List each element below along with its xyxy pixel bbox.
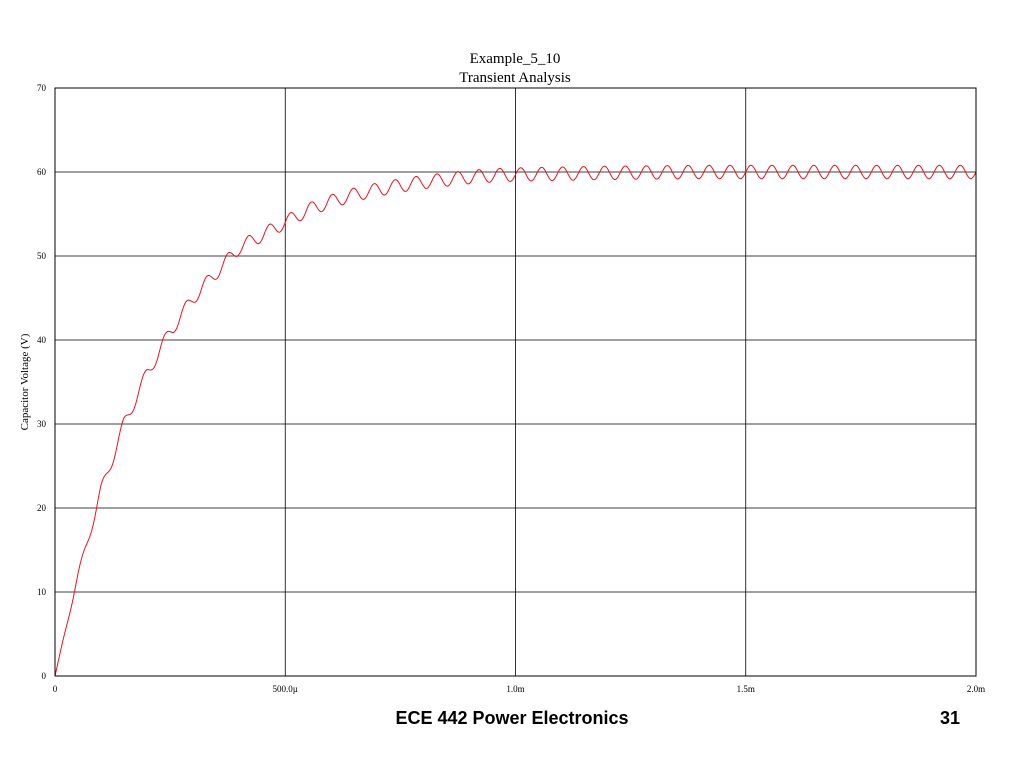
grid bbox=[55, 88, 976, 676]
plot-frame bbox=[54, 87, 977, 677]
y-tick-label: 40 bbox=[37, 335, 47, 345]
footer-page-number: 31 bbox=[940, 708, 960, 728]
chart-title: Example_5_10 bbox=[470, 51, 561, 67]
x-tick-label: 0 bbox=[53, 684, 58, 694]
y-axis-label: Capacitor Voltage (V) bbox=[19, 333, 31, 430]
y-tick-label: 10 bbox=[37, 587, 47, 597]
series-layer bbox=[54, 164, 977, 677]
x-tick-label: 2.0m bbox=[967, 684, 985, 694]
series-line bbox=[54, 164, 977, 677]
x-tick-label: 500.0µ bbox=[273, 684, 298, 694]
tick-labels: 0 10 20 30 40 50 60 70 0 500.0µ 1.0m 1.5m 2.0m bbox=[37, 83, 985, 694]
y-tick-label: 70 bbox=[37, 83, 47, 93]
y-tick-label: 30 bbox=[37, 419, 47, 429]
y-tick-label: 60 bbox=[37, 167, 47, 177]
x-tick-label: 1.0m bbox=[506, 684, 524, 694]
y-tick-label: 50 bbox=[37, 251, 47, 261]
x-tick-label: 1.5m bbox=[737, 684, 755, 694]
footer-course: ECE 442 Power Electronics bbox=[395, 708, 628, 728]
chart-subtitle: Transient Analysis bbox=[459, 70, 571, 86]
y-tick-label: 0 bbox=[42, 671, 47, 681]
y-tick-label: 20 bbox=[37, 503, 47, 513]
